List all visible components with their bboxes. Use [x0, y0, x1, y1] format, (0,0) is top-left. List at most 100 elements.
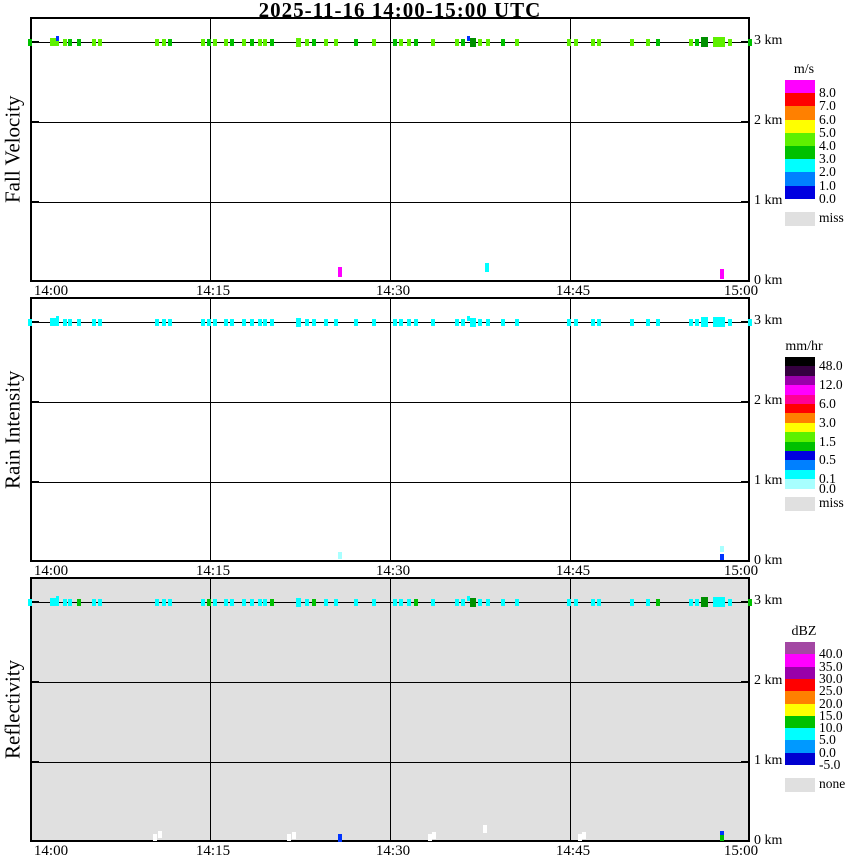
data-tick	[28, 598, 32, 606]
data-tick	[695, 598, 700, 606]
data-tick	[305, 598, 310, 606]
data-tick	[155, 598, 160, 606]
data-tick	[77, 318, 82, 326]
colorbar-label: 1.5	[819, 433, 836, 449]
axis-spine-top	[30, 17, 750, 19]
data-tick	[200, 38, 205, 46]
colorbar-block	[785, 422, 815, 433]
colorbar-block	[785, 394, 815, 405]
km-tick-label: 3 km	[754, 593, 783, 608]
data-tick	[720, 546, 725, 553]
data-tick	[155, 38, 160, 46]
colorbar-block	[785, 132, 815, 147]
data-tick	[695, 318, 700, 326]
data-tick	[689, 598, 694, 606]
data-tick	[62, 38, 67, 46]
axis-spine-top	[30, 297, 750, 299]
data-tick	[748, 318, 752, 326]
data-tick	[689, 38, 694, 46]
colorbar-block	[785, 106, 815, 121]
gridline-v	[390, 19, 391, 280]
x-tick-label: 15:00	[723, 843, 759, 859]
data-tick	[296, 597, 302, 607]
gridline-h	[32, 762, 748, 763]
data-tick	[312, 318, 317, 326]
data-tick	[223, 598, 228, 606]
data-tick	[461, 318, 466, 326]
colorbar-label: 15.0	[819, 707, 843, 723]
km-tick-label: 2 km	[754, 393, 783, 408]
data-tick	[500, 598, 505, 606]
data-tick	[646, 38, 650, 46]
axis-spine-bottom	[30, 280, 750, 282]
data-tick	[646, 318, 650, 326]
axis-spine-left	[30, 577, 32, 842]
data-tick	[478, 318, 482, 326]
data-tick	[67, 38, 72, 46]
colorbar-block	[785, 460, 815, 471]
x-tick-label: 14:45	[555, 283, 591, 299]
data-tick	[263, 318, 268, 326]
data-tick	[206, 318, 211, 326]
axis-tick-right	[741, 41, 748, 43]
data-tick	[200, 318, 205, 326]
data-tick	[305, 38, 310, 46]
data-tick	[407, 318, 412, 326]
data-tick	[241, 38, 246, 46]
colorbar-block	[785, 441, 815, 452]
data-tick	[62, 598, 67, 606]
data-tick	[152, 833, 157, 841]
data-tick	[500, 318, 505, 326]
colorbar-block	[785, 172, 815, 187]
data-tick	[324, 598, 329, 606]
gridline-v	[570, 579, 571, 840]
colorbar-block	[785, 185, 815, 200]
data-tick	[56, 595, 60, 601]
data-tick	[566, 38, 571, 46]
data-tick	[206, 598, 211, 606]
data-tick	[486, 38, 491, 46]
data-tick	[334, 598, 338, 606]
data-tick	[62, 318, 67, 326]
km-tick-label: 3 km	[754, 313, 783, 328]
km-tick-label: 2 km	[754, 113, 783, 128]
km-tick-label: 3 km	[754, 33, 783, 48]
axis-spine-bottom	[30, 560, 750, 562]
data-tick	[469, 37, 476, 47]
colorbar-label: 12.0	[819, 377, 843, 393]
data-tick	[727, 38, 732, 46]
data-tick	[515, 598, 520, 606]
data-tick	[312, 38, 317, 46]
data-tick	[700, 597, 708, 607]
data-tick	[485, 263, 490, 273]
colorbar-label: 6.0	[819, 111, 836, 127]
colorbar-label: 3.0	[819, 414, 836, 430]
colorbar-block	[785, 159, 815, 173]
data-tick	[700, 317, 708, 327]
data-tick	[392, 598, 397, 606]
data-tick	[392, 38, 397, 46]
data-tick	[582, 832, 587, 840]
gridline-h	[32, 482, 748, 483]
axis-tick-left	[32, 761, 39, 763]
colorbar-block	[785, 451, 815, 461]
data-tick	[398, 38, 403, 46]
data-tick	[206, 38, 211, 46]
colorbar-label: 10.0	[819, 720, 843, 736]
data-tick	[455, 598, 460, 606]
data-tick	[596, 598, 601, 606]
data-tick	[655, 598, 660, 606]
data-tick	[56, 35, 60, 41]
colorbar-block	[785, 93, 815, 107]
data-tick	[720, 269, 725, 279]
data-tick	[258, 318, 263, 326]
gridline-h	[32, 322, 748, 323]
data-tick	[250, 598, 254, 606]
colorbar-label: 40.0	[819, 646, 843, 662]
colorbar-block	[785, 691, 815, 704]
legend-miss-label: miss	[819, 209, 844, 225]
data-tick	[229, 38, 234, 46]
data-tick	[727, 598, 732, 606]
data-tick	[212, 318, 217, 326]
x-tick-label: 14:30	[375, 843, 411, 859]
